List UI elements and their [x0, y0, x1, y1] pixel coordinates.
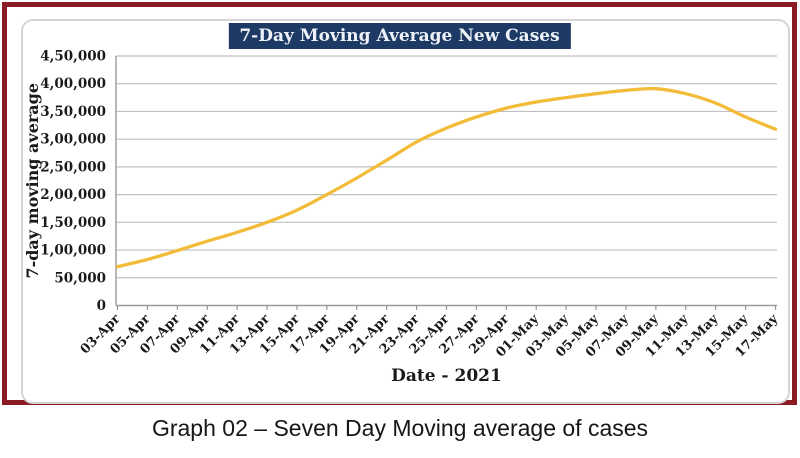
y-tick-label: 2,00,000 — [40, 187, 106, 203]
y-tick-label: 50,000 — [54, 270, 106, 286]
series-line — [115, 86, 778, 269]
y-tick-label: 2,50,000 — [40, 159, 106, 175]
y-tick-label: 4,00,000 — [40, 76, 106, 92]
y-tick-label: 4,50,000 — [40, 49, 106, 65]
chart-canvas: 0 50,000 1,00,000 1,50,000 2,00,000 2,50,000 3… — [23, 49, 782, 387]
y-axis-title: 7-day moving average — [23, 83, 42, 279]
y-tick-label: 0 — [97, 298, 106, 314]
x-axis-title: Date - 2021 — [391, 366, 502, 386]
y-tick-label: 1,00,000 — [40, 243, 106, 259]
y-tick-label: 3,50,000 — [40, 104, 106, 120]
chart-title: 7-Day Moving Average New Cases — [228, 23, 571, 49]
y-tick-label: 3,00,000 — [40, 132, 106, 148]
figure-caption: Graph 02 – Seven Day Moving average of c… — [151, 415, 649, 441]
y-tick-label: 1,50,000 — [40, 215, 106, 231]
